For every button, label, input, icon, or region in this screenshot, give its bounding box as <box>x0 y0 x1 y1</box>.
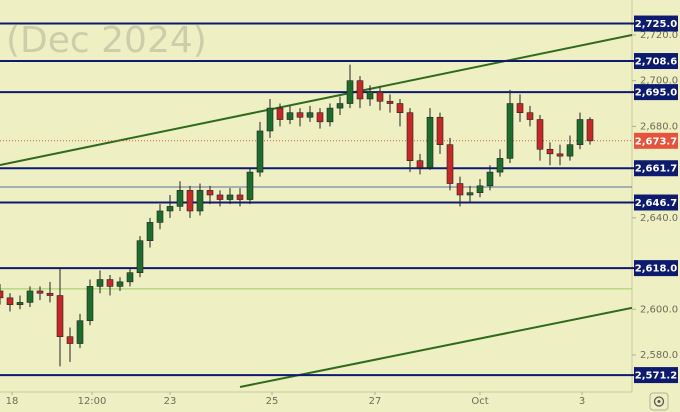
candle-body <box>246 171 254 200</box>
candle-body <box>186 190 194 212</box>
candle-body <box>46 292 54 296</box>
candle-body <box>416 160 424 168</box>
candle-body <box>506 103 514 159</box>
level-label: 2,571.2 <box>635 371 677 382</box>
candle-body <box>66 336 74 344</box>
last-price-box <box>634 132 678 149</box>
candle-body <box>136 240 144 273</box>
level-label-box <box>634 15 678 32</box>
y-tick-label: 2,680.0 <box>640 121 678 132</box>
candle-body <box>236 194 244 200</box>
candle-body <box>16 302 24 305</box>
candle-body <box>356 80 364 100</box>
candle-body <box>556 153 564 157</box>
candle-body <box>256 130 264 173</box>
level-label-box <box>634 84 678 101</box>
candle-body <box>166 206 174 212</box>
candle-body <box>336 103 344 109</box>
candle-body <box>36 290 44 294</box>
level-label-box <box>634 260 678 277</box>
x-tick-label: 23 <box>164 396 177 407</box>
plot-area <box>0 22 632 388</box>
candle-body <box>486 171 494 187</box>
candle-body <box>266 107 274 132</box>
candle-body <box>156 210 164 223</box>
level-label: 2,661.7 <box>635 164 677 175</box>
candle-body <box>366 91 374 100</box>
candle-body <box>276 107 284 120</box>
level-label: 2,618.0 <box>635 264 677 275</box>
candle-body <box>536 119 544 150</box>
trend-line <box>239 306 632 388</box>
candle-body <box>326 107 334 123</box>
level-label: 2,695.0 <box>635 88 677 99</box>
candle-body <box>346 80 354 104</box>
level-label-box <box>634 194 678 211</box>
x-tick-label: 18 <box>6 396 19 407</box>
level-label-box <box>634 160 678 177</box>
y-tick-label: 2,700.0 <box>640 76 678 87</box>
candle-body <box>126 272 134 283</box>
candle-body <box>466 192 474 196</box>
candle-body <box>316 112 324 123</box>
trend-line <box>0 33 632 167</box>
x-tick-label: Oct <box>471 396 488 407</box>
candle-body <box>586 119 594 142</box>
candle-body <box>76 320 84 344</box>
candle-body <box>296 112 304 118</box>
candle-body <box>526 112 534 120</box>
candle-body <box>206 190 214 196</box>
candle-body <box>26 290 34 303</box>
candle-body <box>146 222 154 241</box>
level-label: 2,646.7 <box>635 198 677 209</box>
level-label-box <box>634 367 678 384</box>
candle-body <box>396 103 404 113</box>
candle-body <box>436 116 444 145</box>
watermark: (Dec 2024) <box>6 20 207 61</box>
candle-body <box>516 103 524 113</box>
candle-body <box>116 281 124 287</box>
candle-body <box>176 190 184 207</box>
candle-body <box>406 112 414 161</box>
candle-body <box>376 91 384 102</box>
x-tick-label: 27 <box>369 396 382 407</box>
y-tick-label: 2,720.0 <box>640 30 678 41</box>
x-tick-label: 3 <box>579 396 585 407</box>
candle-body <box>6 297 14 305</box>
candle-body <box>286 112 294 120</box>
candle-body <box>0 290 4 299</box>
y-tick-label: 2,600.0 <box>640 304 678 315</box>
candle-body <box>86 286 94 321</box>
x-tick-label: 25 <box>266 396 279 407</box>
y-tick-label: 2,640.0 <box>640 213 678 224</box>
candle-body <box>56 295 64 337</box>
axes: 2,580.0 2,600.0 2,640.0 2,680.0 2,700.0 2,720… <box>6 15 678 407</box>
level-label: 2,708.6 <box>635 57 677 68</box>
candle-body <box>196 190 204 212</box>
candle-body <box>306 112 314 118</box>
candle-body <box>576 119 584 145</box>
candle-body <box>216 194 224 200</box>
last-price-label: 2,673.7 <box>635 136 677 147</box>
candle-body <box>476 185 484 193</box>
candle-body <box>446 144 454 184</box>
candle-body <box>96 279 104 287</box>
level-label: 2,725.0 <box>635 19 677 30</box>
y-tick-label: 2,580.0 <box>640 350 678 361</box>
candle-body <box>456 183 464 196</box>
level-label-box <box>634 53 678 70</box>
candle-body <box>496 158 504 173</box>
x-tick-label: 12:00 <box>78 396 107 407</box>
candle-body <box>566 144 574 157</box>
candle-body <box>546 148 554 155</box>
settings-button[interactable] <box>649 392 669 411</box>
candle-body <box>386 100 394 104</box>
candle-body <box>106 279 114 287</box>
candle-body <box>226 194 234 200</box>
candle-body <box>426 116 434 168</box>
